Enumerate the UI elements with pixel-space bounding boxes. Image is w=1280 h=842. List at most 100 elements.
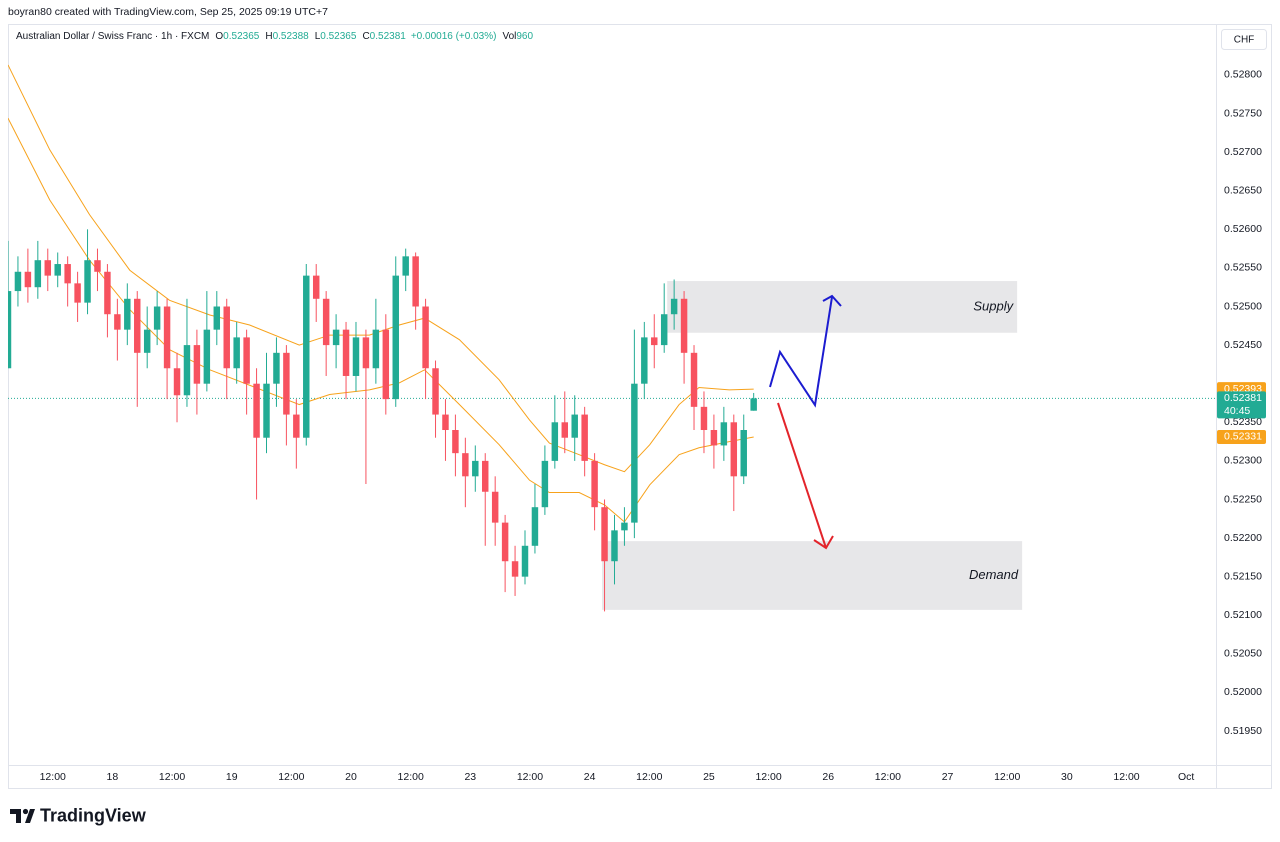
price-tag xyxy=(1217,391,1266,419)
y-tick-label: 0.52600 xyxy=(1224,223,1262,235)
x-tick-label: 12:00 xyxy=(1113,771,1139,783)
y-tick-label: 0.52350 xyxy=(1224,416,1262,428)
candle-body xyxy=(203,329,211,384)
header: boyran80 created with TradingView.com, S… xyxy=(8,6,328,18)
candle-body xyxy=(312,275,320,299)
candle-body xyxy=(293,414,300,438)
candle-body xyxy=(44,260,52,276)
y-tick-label: 0.52650 xyxy=(1224,185,1262,197)
candle-body xyxy=(74,283,81,303)
candle-body xyxy=(561,422,569,438)
x-tick-label: 12:00 xyxy=(398,771,424,783)
y-tick-label: 0.52100 xyxy=(1224,609,1262,621)
legend-key: O xyxy=(215,31,223,42)
candle-body xyxy=(571,414,578,438)
legend-value: 0.52365 xyxy=(320,31,357,42)
x-tick-label: 12:00 xyxy=(636,771,662,783)
logo-text: TradingView xyxy=(40,805,147,825)
price-tag xyxy=(1217,429,1266,444)
x-tick-label: 12:00 xyxy=(40,771,66,783)
candle-body xyxy=(422,306,429,369)
candle-body xyxy=(750,398,757,411)
candle-body xyxy=(501,522,509,562)
candle-body xyxy=(641,337,648,384)
x-tick-label: 12:00 xyxy=(517,771,543,783)
price-tag-countdown: 40:45 xyxy=(1224,405,1250,417)
candle-body xyxy=(14,271,22,292)
candle-body xyxy=(213,306,221,330)
candle-body xyxy=(660,314,668,346)
candle-body xyxy=(163,306,171,369)
candle-body xyxy=(700,406,708,431)
zone xyxy=(602,541,1023,610)
zone-label: Supply xyxy=(973,298,1014,313)
y-tick-label: 0.52300 xyxy=(1224,455,1262,467)
x-tick-label: 20 xyxy=(345,771,357,783)
candle-body xyxy=(541,460,549,508)
candle-body xyxy=(402,256,409,276)
y-tick-label: 0.52550 xyxy=(1224,262,1262,274)
candle-body xyxy=(94,260,101,272)
x-tick-label: 12:00 xyxy=(875,771,901,783)
candle-body xyxy=(352,337,360,376)
y-tick-label: 0.52700 xyxy=(1224,146,1262,158)
candle-body xyxy=(372,329,380,369)
candle-body xyxy=(273,352,280,384)
candle-body xyxy=(651,337,658,346)
moving-average xyxy=(8,64,754,473)
candle-body xyxy=(621,522,628,531)
currency-button[interactable] xyxy=(1221,29,1267,50)
bearish-arrow xyxy=(777,402,827,549)
candle-body xyxy=(104,271,111,315)
candle-body xyxy=(143,329,151,353)
y-tick-label: 0.52500 xyxy=(1224,300,1262,312)
x-tick-label: Oct xyxy=(1178,771,1194,783)
candle-body xyxy=(332,329,340,346)
zone xyxy=(667,281,1018,333)
plot-area xyxy=(8,64,1216,612)
x-tick-label: 12:00 xyxy=(755,771,781,783)
candle-body xyxy=(740,430,747,477)
candle-body xyxy=(34,260,42,288)
legend-change: +0.00016 (+0.03%) xyxy=(411,31,497,42)
legend-key: Vol xyxy=(502,31,516,42)
candle-body xyxy=(710,430,718,446)
candle-body xyxy=(611,530,618,562)
x-tick-label: 12:00 xyxy=(159,771,185,783)
y-tick-label: 0.52050 xyxy=(1224,648,1262,660)
candle-body xyxy=(472,460,479,477)
legend-value: 0.52365 xyxy=(223,31,260,42)
candle-body xyxy=(303,275,310,438)
candle-body xyxy=(531,507,539,546)
symbol: Australian Dollar / Swiss Franc · 1h · F… xyxy=(16,31,209,42)
candle-body xyxy=(124,298,131,330)
candle-body xyxy=(263,383,270,438)
bullish-arrow xyxy=(769,296,833,408)
legend: Australian Dollar / Swiss Franc · 1h · F… xyxy=(16,31,533,42)
x-tick-label: 26 xyxy=(822,771,834,783)
price-tag-label: 0.52331 xyxy=(1224,431,1262,443)
candle-body xyxy=(462,453,469,477)
y-tick-label: 0.52200 xyxy=(1224,532,1262,544)
candle-body xyxy=(183,345,191,396)
candle-body xyxy=(730,422,738,477)
candle-body xyxy=(8,291,12,369)
candle-body xyxy=(452,430,459,454)
candle-body xyxy=(114,314,121,330)
candle-body xyxy=(670,298,678,315)
bullish-arrow-head xyxy=(822,294,842,307)
candle-body xyxy=(134,298,141,353)
candle-body xyxy=(432,368,439,415)
candle-body xyxy=(491,491,499,523)
x-tick-label: 23 xyxy=(464,771,476,783)
candle-body xyxy=(601,507,608,562)
candle-body xyxy=(631,383,638,523)
candle-body xyxy=(283,352,290,415)
moving-average xyxy=(8,117,754,523)
y-tick-label: 0.52450 xyxy=(1224,339,1262,351)
currency-label: CHF xyxy=(1234,35,1255,46)
candle-body xyxy=(680,298,688,353)
candle-body xyxy=(193,345,201,384)
